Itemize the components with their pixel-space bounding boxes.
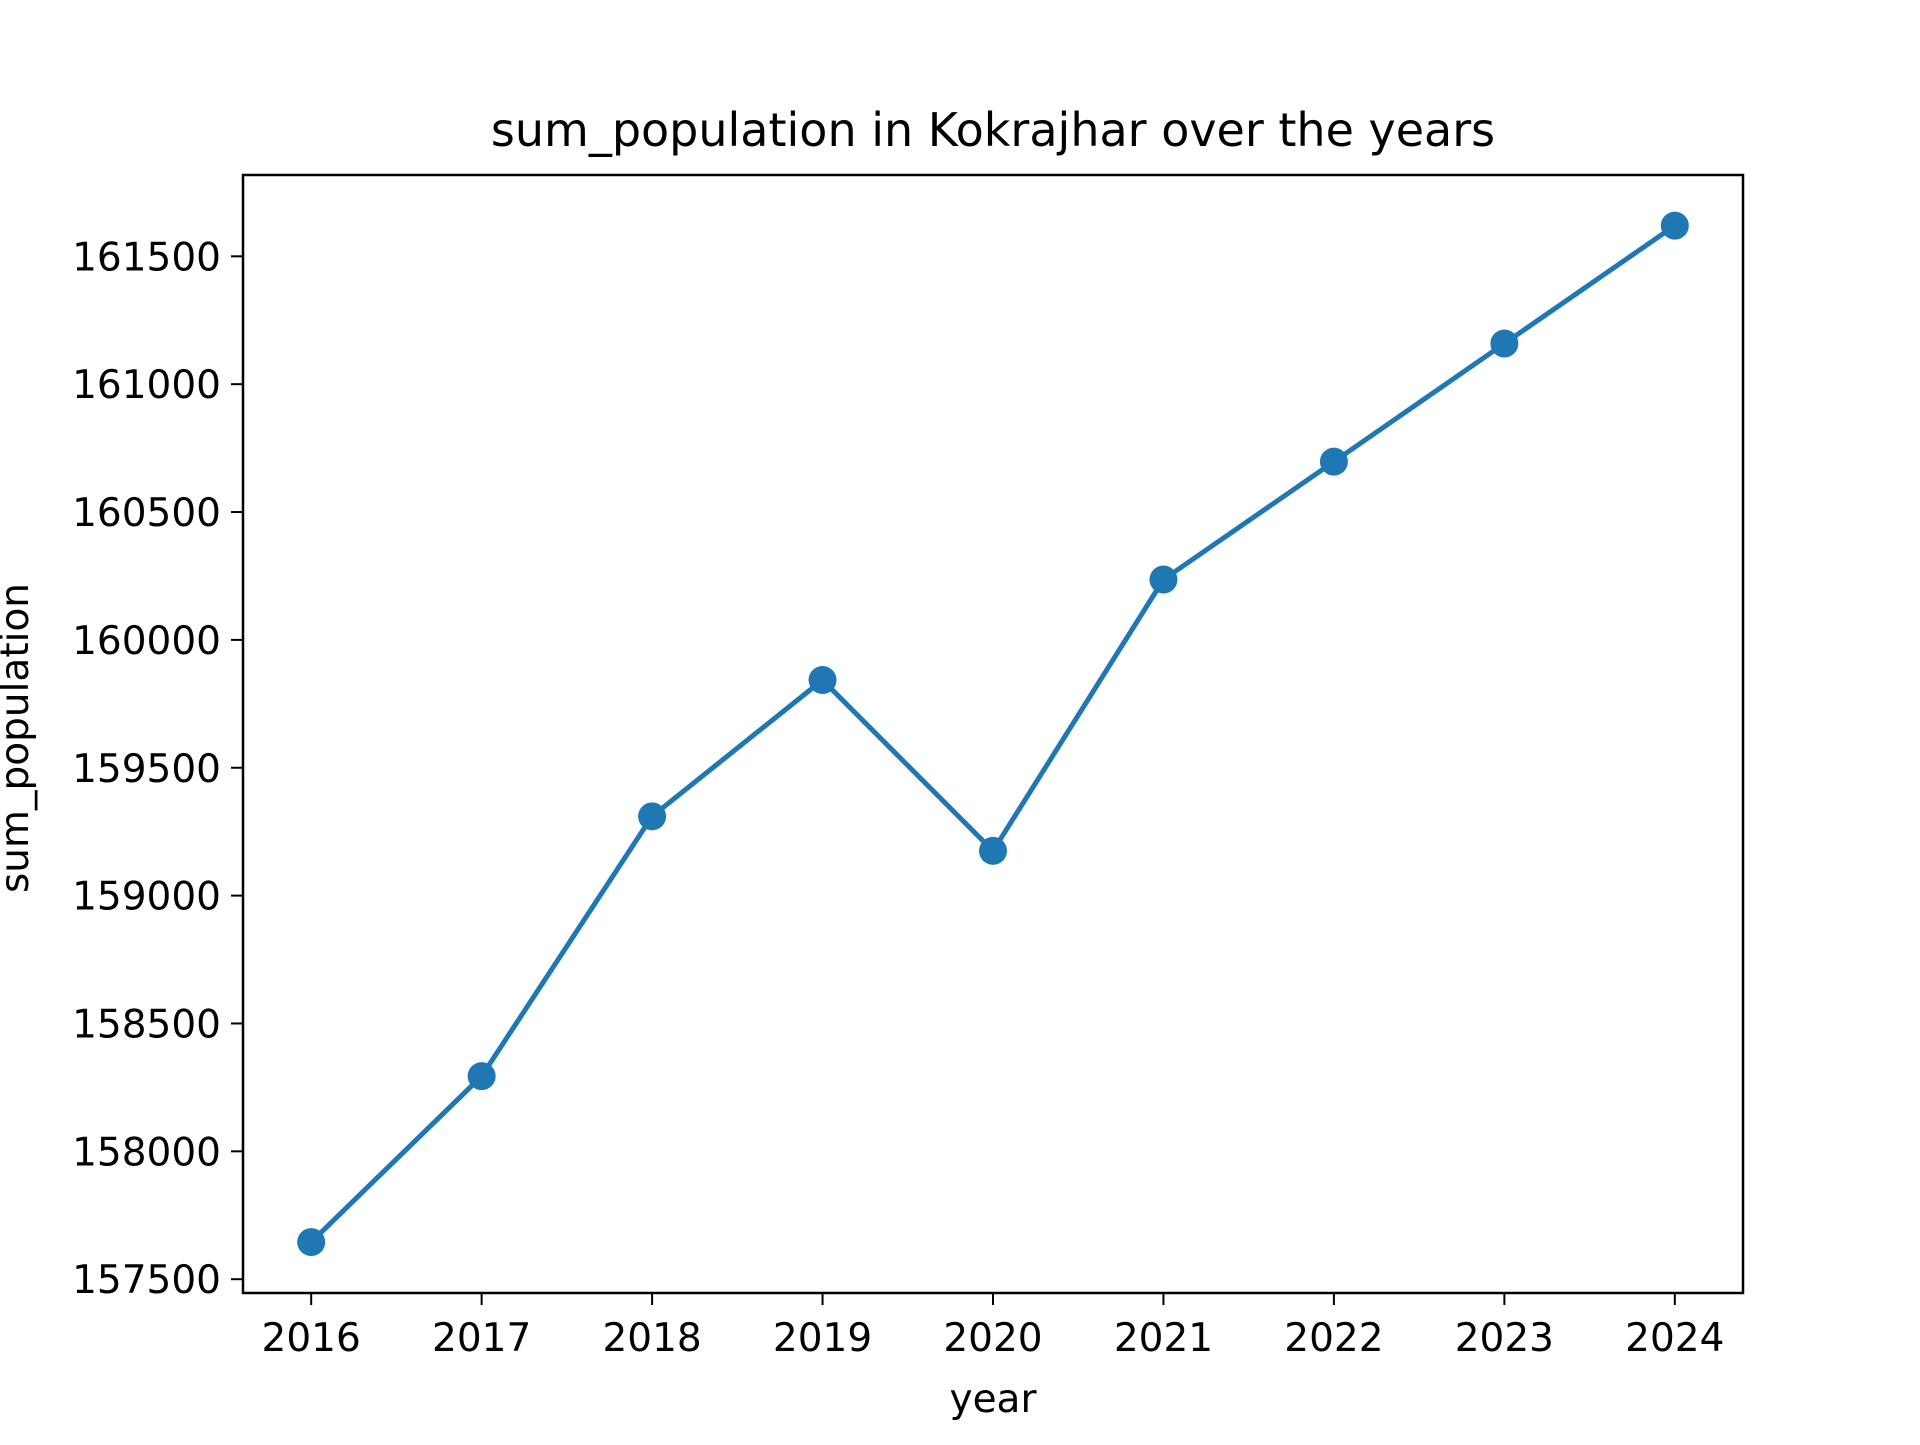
data-point-2021 (1149, 565, 1178, 594)
y-tick-label: 161500 (72, 235, 221, 280)
plot-frame (241, 173, 1745, 1295)
x-tick-label: 2017 (432, 1316, 531, 1361)
data-point-2022 (1319, 447, 1348, 476)
data-point-2019 (808, 666, 837, 695)
y-tick-label: 160500 (72, 491, 221, 536)
y-tick-label: 159500 (72, 747, 221, 792)
y-tick-label: 158000 (72, 1130, 221, 1175)
data-point-2024 (1660, 211, 1689, 240)
plot-area: 157500 158000 158500 159000 159500 160000 1605… (72, 173, 1745, 1361)
x-tick-label: 2020 (943, 1316, 1042, 1361)
y-tick-label: 161000 (72, 363, 221, 408)
chart-title: sum_population in Kokrajhar over the yea… (491, 103, 1495, 157)
x-tick-label: 2016 (262, 1316, 361, 1361)
x-tick-label: 2019 (773, 1316, 872, 1361)
x-tick-label: 2024 (1625, 1316, 1724, 1361)
data-point-2017 (467, 1062, 496, 1091)
data-point-2020 (979, 836, 1007, 865)
x-axis-label: year (949, 1377, 1037, 1422)
data-point-2016 (297, 1228, 326, 1257)
y-tick-label: 158500 (72, 1002, 221, 1047)
data-point-2023 (1490, 329, 1519, 358)
x-tick-label: 2023 (1455, 1316, 1554, 1361)
data-point-2018 (638, 802, 667, 831)
x-tick-label: 2021 (1114, 1316, 1213, 1361)
y-axis-label: sum_population (0, 583, 38, 893)
x-tick-label: 2022 (1284, 1316, 1383, 1361)
y-tick-label: 157500 (72, 1258, 221, 1303)
y-tick-label: 160000 (72, 619, 221, 664)
x-tick-label: 2018 (602, 1316, 701, 1361)
y-tick-label: 159000 (72, 875, 221, 920)
